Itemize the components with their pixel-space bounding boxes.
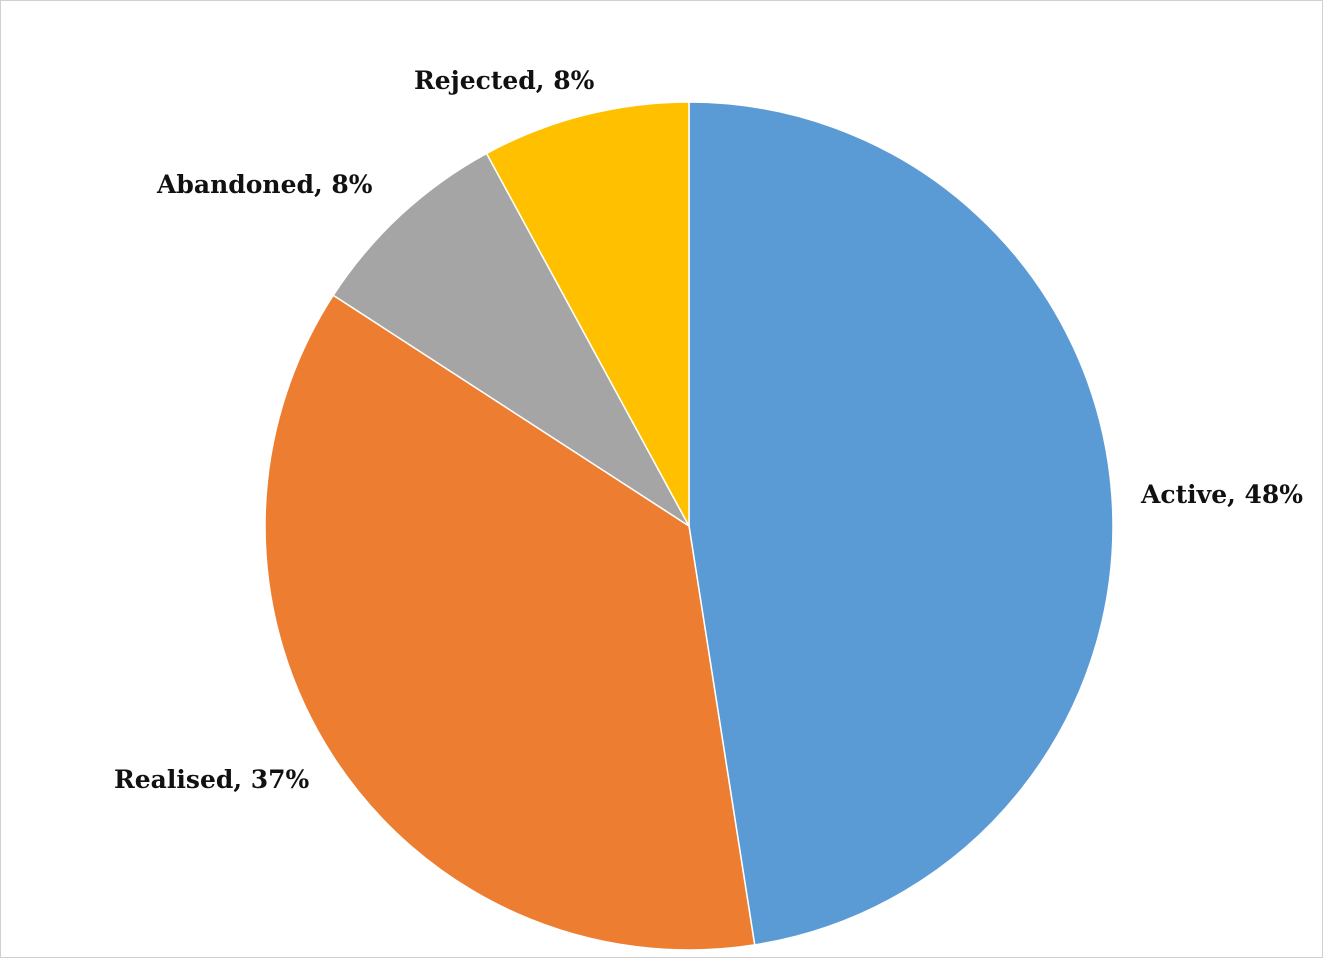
pie-slice-abandoned bbox=[332, 152, 690, 527]
data-label-rejected: Rejected, 8% bbox=[414, 66, 595, 95]
data-label-realised: Realised, 37% bbox=[114, 765, 310, 794]
pie-slice-rejected bbox=[485, 101, 690, 527]
pie-slice-realised bbox=[264, 294, 756, 951]
pie-data-labels: Active, 48% Realised, 37% Abandoned, 8% Rej… bbox=[114, 66, 1303, 794]
pie-slice-active bbox=[688, 101, 1114, 946]
data-label-abandoned: Abandoned, 8% bbox=[156, 170, 373, 199]
pie-slices bbox=[264, 101, 1114, 951]
data-label-active: Active, 48% bbox=[1140, 480, 1303, 509]
